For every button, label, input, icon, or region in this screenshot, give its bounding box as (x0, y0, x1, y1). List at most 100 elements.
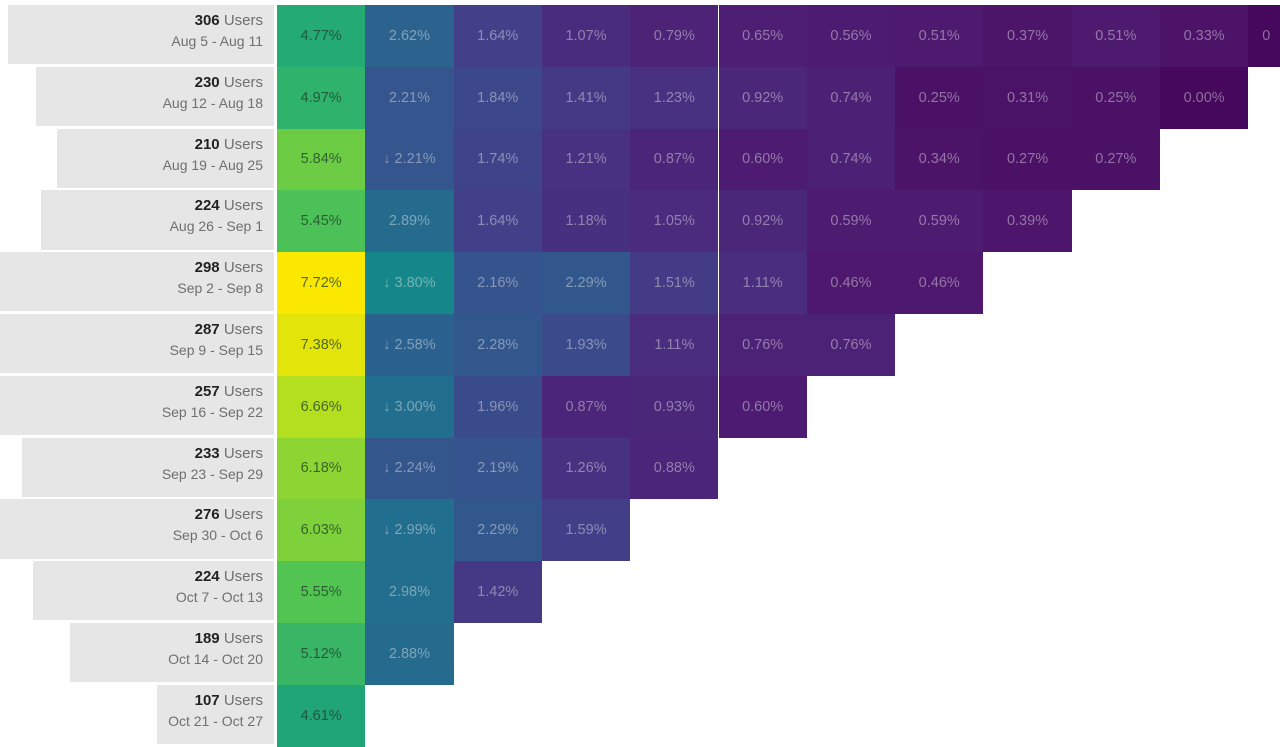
retention-cell: 2.16% (453, 252, 542, 314)
retention-cell: 0.00% (1160, 66, 1249, 129)
retention-value: 1.51% (653, 275, 695, 292)
cohort-date-range: Aug 26 - Sep 1 (169, 218, 263, 235)
retention-cell: 1.74% (453, 128, 542, 191)
retention-value: 4.77% (300, 27, 342, 44)
cohort-user-count: 306 Users (195, 12, 263, 29)
retention-cell: 1.07% (541, 5, 631, 67)
retention-value: 0.92% (742, 89, 784, 106)
retention-cell: 2.98% (365, 561, 454, 623)
retention-value: 2.88% (388, 645, 430, 662)
retention-cell: 0.87% (541, 375, 631, 438)
retention-value: 1.41% (565, 89, 607, 106)
retention-value: 0.59% (830, 213, 872, 230)
cohort-date-range: Sep 30 - Oct 6 (172, 527, 263, 544)
retention-cell: 0.76% (718, 314, 807, 376)
retention-value: 0.46% (918, 275, 960, 292)
cohort-label: 233 Users Sep 23 - Sep 29 (22, 437, 274, 497)
retention-cell: 0.74% (806, 66, 896, 129)
cohort-user-count: 233 Users (195, 445, 263, 462)
retention-cell: 1.96% (453, 375, 542, 438)
retention-cell: 0.76% (806, 314, 896, 376)
cohort-user-suffix: Users (219, 321, 263, 338)
cohort-user-number: 306 (194, 12, 220, 29)
retention-cell: 6.66% (277, 375, 366, 438)
down-arrow-icon: ↓ (383, 522, 391, 539)
cohort-user-number: 224 (194, 197, 220, 215)
retention-value: 5.55% (300, 584, 342, 601)
cohort-user-suffix: Users (219, 568, 263, 586)
cohort-user-number: 287 (194, 321, 220, 338)
cohort-date-range: Sep 9 - Sep 15 (169, 342, 263, 358)
down-arrow-icon: ↓ (383, 398, 391, 415)
retention-value: 0.60% (742, 151, 784, 168)
retention-cell: 0.59% (895, 190, 984, 253)
retention-value: 1.64% (477, 213, 519, 230)
retention-cell: 0.46% (806, 252, 896, 314)
cohort-label: 298 Users Sep 2 - Sep 8 (0, 252, 274, 312)
retention-value: 1.11% (742, 275, 783, 292)
retention-value: 2.21% (388, 89, 430, 106)
retention-value: 0.79% (653, 27, 695, 44)
cohort-date-range: Sep 23 - Sep 29 (161, 465, 263, 482)
retention-cell: 1.64% (453, 5, 542, 67)
retention-value: 0.92% (742, 213, 784, 230)
retention-cell: 2.21% (365, 66, 454, 129)
retention-value: 0.25% (1095, 89, 1137, 106)
down-arrow-icon: ↓ (383, 460, 391, 477)
retention-cell: 0.31% (983, 66, 1072, 129)
retention-cell: 0.60% (718, 128, 807, 191)
retention-cell: 0.37% (983, 5, 1072, 67)
retention-cell: 0.79% (630, 5, 719, 67)
retention-value: 0.74% (830, 151, 872, 168)
retention-cell: 5.84% (277, 128, 366, 191)
cohort-label: 306 Users Aug 5 - Aug 11 (8, 5, 274, 65)
retention-cell: 2.89% (365, 190, 454, 253)
retention-value: 6.66% (300, 398, 342, 415)
retention-cell: 2.62% (365, 5, 454, 67)
retention-value: 1.26% (565, 460, 607, 477)
retention-value: 1.42% (477, 584, 519, 601)
cohort-date-range: Aug 12 - Aug 18 (162, 94, 263, 111)
cohort-date-range: Oct 14 - Oct 20 (168, 651, 263, 667)
retention-value: 0.51% (1095, 27, 1137, 44)
retention-value: 0.74% (830, 89, 872, 106)
retention-value: 1.74% (477, 151, 519, 168)
retention-cell: 0.51% (1071, 5, 1160, 67)
retention-cell: 0.93% (630, 375, 719, 438)
retention-value: 7.38% (300, 336, 342, 353)
retention-value: 6.18% (300, 460, 342, 477)
retention-value: 0.76% (830, 336, 872, 353)
retention-value: 2.19% (477, 460, 519, 477)
cohort-label: 287 Users Sep 9 - Sep 15 (0, 314, 274, 374)
cohort-label: 257 Users Sep 16 - Sep 22 (0, 375, 274, 436)
retention-cell: 5.55% (277, 561, 366, 623)
retention-cell: 0.88% (630, 437, 719, 500)
retention-value: 1.07% (565, 27, 607, 44)
retention-cell: 1.21% (541, 128, 631, 191)
retention-cell: ↓ 2.99% (365, 499, 454, 562)
down-arrow-icon: ↓ (383, 336, 391, 353)
retention-cell: 0.56% (806, 5, 896, 67)
cohort-user-count: 224 Users (195, 568, 263, 585)
retention-cell: 0.46% (895, 252, 984, 314)
cohort-label: 276 Users Sep 30 - Oct 6 (0, 499, 274, 559)
retention-cell: 7.72% (277, 252, 366, 314)
retention-value: 0.56% (830, 27, 872, 44)
retention-cell: 0.25% (1071, 66, 1160, 129)
retention-cell: 4.97% (277, 66, 366, 129)
retention-cell: 0 (1248, 5, 1280, 67)
retention-cell: 0.92% (718, 190, 807, 253)
retention-value: 5.45% (300, 213, 342, 230)
retention-value: 1.21% (565, 151, 607, 168)
retention-value: 1.64% (477, 27, 519, 44)
retention-value: 1.84% (477, 89, 519, 106)
retention-value: 2.89% (388, 213, 430, 230)
retention-cell: ↓ 2.58% (365, 314, 454, 376)
cohort-user-count: 189 Users (195, 630, 263, 647)
retention-cell: 0.60% (718, 375, 807, 438)
cohort-user-number: 233 (194, 444, 220, 462)
retention-value: 1.18% (565, 213, 607, 230)
retention-cell: 0.27% (1071, 128, 1160, 191)
retention-value: 0.33% (1183, 27, 1225, 44)
retention-cell: 4.61% (277, 684, 366, 747)
